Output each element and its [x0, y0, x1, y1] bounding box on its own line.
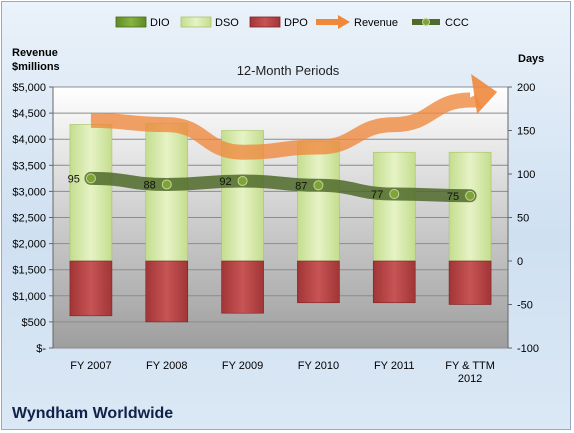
left-axis-title: Revenue $millions: [12, 47, 60, 73]
left-tick-label: $3,500: [12, 160, 46, 172]
left-axis-title-line-1: Revenue: [12, 47, 58, 59]
chart-title: 12-Month Periods: [237, 63, 340, 78]
x-tick-label: FY 2010: [298, 360, 339, 372]
legend-swatch-arrowhead: [338, 15, 350, 29]
dpo-bar: [221, 260, 264, 314]
dpo-bar: [145, 260, 189, 323]
x-tick-label: FY & TTM: [445, 360, 495, 372]
right-axis-ticks: -100 -50 0 50 100 150 200: [507, 82, 539, 355]
x-axis-labels: FY 2007 FY 2008 FY 2009 FY 2010 FY 2011 FY & …: [70, 360, 495, 385]
legend-label: CCC: [445, 17, 469, 29]
left-tick-label: $5,000: [12, 82, 46, 94]
gridlines: [53, 86, 508, 349]
company-name: Wyndham Worldwide: [12, 405, 174, 422]
revenue-line: [90, 92, 483, 160]
left-tick-label: $1,000: [12, 291, 46, 303]
ccc-data-label: 75: [447, 191, 459, 203]
dso-bar: [448, 151, 492, 262]
x-tick-label: 2012: [458, 373, 482, 385]
ccc-data-label: 87: [295, 180, 307, 192]
dpo-bar: [297, 260, 340, 304]
dso-bar: [297, 141, 340, 262]
right-tick-label: 0: [517, 256, 523, 268]
ccc-point: [237, 175, 248, 186]
x-tick-label: FY 2011: [374, 360, 415, 372]
dpo-bar: [448, 260, 492, 305]
legend-item-dso: DSO: [180, 16, 239, 29]
left-tick-label: $1,500: [12, 265, 46, 277]
dso-bar: [145, 123, 189, 262]
bars: [69, 123, 492, 323]
x-tick-label: FY 2007: [70, 360, 111, 372]
legend-label: DSO: [215, 17, 239, 29]
right-tick-label: 200: [517, 82, 535, 94]
legend-item-dpo: DPO: [249, 16, 308, 29]
legend-swatch: [249, 16, 281, 28]
ccc-data-label: 95: [68, 173, 80, 185]
left-tick-label: $3,000: [12, 186, 46, 198]
ccc-point: [161, 179, 172, 190]
legend-label: DIO: [150, 17, 170, 29]
ccc-data-label: 88: [144, 179, 156, 191]
right-tick-label: 150: [517, 126, 535, 138]
ccc-line: [84, 171, 477, 203]
ccc-point: [389, 189, 400, 200]
legend-label: Revenue: [354, 17, 398, 29]
ccc-data-label: 77: [371, 189, 383, 201]
left-tick-label: $500: [22, 317, 46, 329]
ccc-point: [465, 190, 476, 201]
revenue-arrowhead: [471, 74, 498, 115]
right-tick-label: 50: [517, 213, 529, 225]
dso-bar: [69, 124, 113, 262]
dpo-bar: [372, 260, 416, 304]
left-tick-label: $4,000: [12, 134, 46, 146]
legend-swatch: [180, 16, 212, 28]
legend-label: DPO: [284, 17, 308, 29]
legend: DIO DSO DPO Revenue CCC: [115, 15, 469, 29]
legend-swatch-dot: [422, 18, 430, 26]
ccc-data-label: 92: [219, 176, 231, 188]
right-axis-title: Days: [518, 53, 544, 65]
ccc-point: [313, 180, 324, 191]
legend-item-revenue: Revenue: [316, 15, 398, 29]
left-axis-title-line-2: $millions: [12, 61, 60, 73]
ccc-point: [85, 173, 96, 184]
left-tick-label: $-: [36, 343, 46, 355]
right-tick-label: -100: [517, 343, 539, 355]
x-tick-label: FY 2008: [146, 360, 187, 372]
dso-bar: [372, 151, 416, 262]
lines: 95 88 92 87 77 75: [68, 74, 498, 203]
legend-item-dio: DIO: [115, 16, 170, 29]
right-tick-label: 100: [517, 169, 535, 181]
legend-swatch: [115, 16, 147, 28]
left-axis-ticks: $- $500 $1,000 $1,500 $2,000 $2,500 $3,000 $3,5…: [12, 82, 54, 355]
left-tick-label: $4,500: [12, 108, 46, 120]
right-tick-label: -50: [517, 300, 533, 312]
x-tick-label: FY 2009: [222, 360, 263, 372]
left-tick-label: $2,000: [12, 239, 46, 251]
dpo-bar: [69, 260, 113, 317]
left-tick-label: $2,500: [12, 213, 46, 225]
legend-item-ccc: CCC: [412, 17, 469, 29]
